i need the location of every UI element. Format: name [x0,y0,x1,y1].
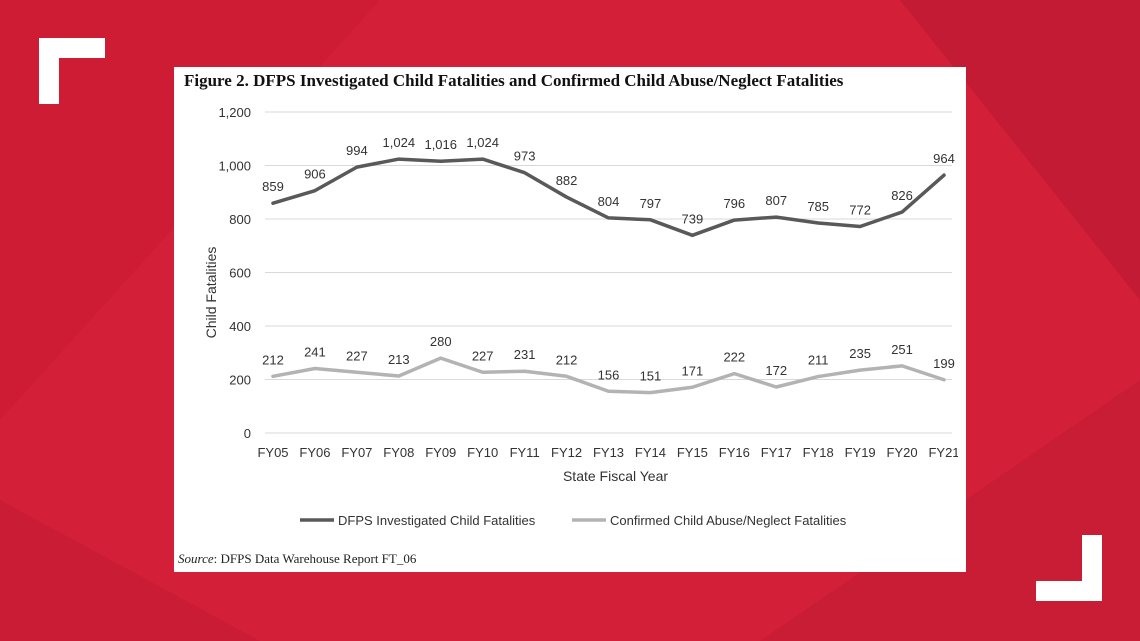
figure-title: Figure 2. DFPS Investigated Child Fatali… [184,71,844,90]
legend-label: Confirmed Child Abuse/Neglect Fatalities [610,513,847,528]
data-label: 994 [346,143,368,158]
data-label: 222 [723,350,745,365]
data-label: 739 [682,211,704,226]
x-axis-title: State Fiscal Year [563,468,668,484]
data-label: 227 [346,348,368,363]
corner-bracket-bottom-right [1036,535,1102,601]
data-label: 772 [849,202,871,217]
data-label: 964 [933,151,955,166]
x-tick-label: FY14 [635,445,666,460]
data-label: 826 [891,188,913,203]
data-label: 796 [723,196,745,211]
y-axis-title: Child Fatalities [203,247,219,339]
x-tick-label: FY13 [593,445,624,460]
x-tick-label: FY20 [887,445,918,460]
data-label: 213 [388,352,410,367]
y-tick-label: 200 [229,373,251,388]
data-label: 212 [556,352,578,367]
data-label: 211 [808,353,829,368]
x-tick-label: FY18 [803,445,834,460]
data-label: 235 [849,346,871,361]
legend-label: DFPS Investigated Child Fatalities [338,513,536,528]
corner-bracket-top-left [39,38,105,104]
x-tick-label: FY09 [425,445,456,460]
data-label: 807 [765,193,787,208]
y-tick-label: 0 [244,426,251,441]
data-label: 172 [765,363,787,378]
line-chart: 0 200 400 600 800 1,000 1,200 FY05 FY06 FY07 FY08 F… [203,105,958,528]
x-tick-label: FY07 [341,445,372,460]
x-tick-label: FY16 [719,445,750,460]
data-label: 906 [304,167,326,182]
data-label: 1,024 [466,135,499,150]
x-tick-label: FY10 [467,445,498,460]
data-label: 1,016 [424,137,457,152]
data-label: 1,024 [383,135,416,150]
data-label: 151 [640,369,662,384]
data-label: 804 [598,194,620,209]
figure-panel: Figure 2. DFPS Investigated Child Fatali… [174,67,966,572]
x-tick-label: FY06 [299,445,330,460]
data-label: 171 [682,363,704,378]
y-tick-label: 800 [229,212,251,227]
y-tick-label: 400 [229,319,251,334]
data-label: 251 [891,342,913,357]
data-label: 859 [262,179,284,194]
data-label: 785 [807,199,829,214]
y-tick-label: 1,200 [218,105,251,120]
source-text: : DFPS Data Warehouse Report FT_06 [213,551,417,566]
data-label: 199 [933,356,955,371]
data-label: 227 [472,348,494,363]
x-tick-label: FY05 [257,445,288,460]
data-label: 973 [514,149,536,164]
y-tick-label: 600 [229,266,251,281]
x-tick-label: FY12 [551,445,582,460]
x-tick-label: FY19 [845,445,876,460]
x-tick-label: FY17 [761,445,792,460]
data-label: 882 [556,173,578,188]
x-tick-label: FY08 [383,445,414,460]
y-tick-label: 1,000 [218,159,251,174]
data-label: 231 [514,347,536,362]
data-label: 212 [262,352,284,367]
data-label: 280 [430,334,452,349]
source-label: Source [178,551,214,566]
data-label: 797 [640,196,662,211]
x-tick-label: FY21 [928,445,958,460]
figure-source: Source: DFPS Data Warehouse Report FT_06 [178,551,416,567]
x-tick-label: FY15 [677,445,708,460]
data-label: 241 [304,345,326,360]
x-tick-label: FY11 [510,445,540,460]
data-label: 156 [598,367,620,382]
